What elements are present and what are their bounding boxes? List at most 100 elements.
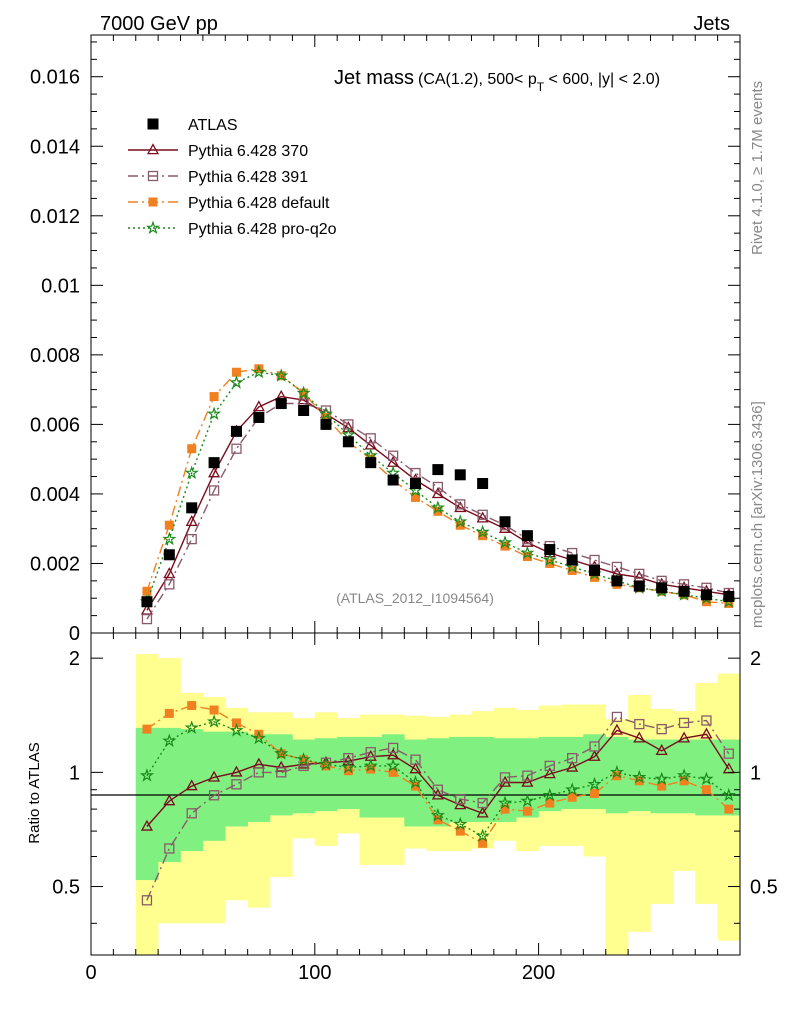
uncertainty-band-inner — [583, 734, 607, 810]
main-y-tick-label: 0.008 — [30, 345, 80, 367]
ratio-point — [433, 815, 443, 825]
main-point — [589, 564, 601, 576]
main-point — [365, 433, 376, 444]
mcplots-label: mcplots.cern.ch [arXiv:1306.3436] — [749, 401, 766, 628]
ratio-point — [497, 795, 513, 810]
main-point — [185, 514, 198, 526]
ratio-point — [654, 771, 669, 786]
main-point — [430, 500, 445, 514]
main-series-line — [146, 402, 729, 620]
main-point — [431, 487, 444, 499]
main-point — [633, 580, 645, 592]
main-point — [164, 520, 174, 530]
ratio-point — [699, 771, 714, 786]
main-point — [455, 520, 465, 530]
ratio-point — [209, 705, 219, 715]
ratio-y-tick-label-right: 2 — [750, 648, 761, 670]
ratio-point — [206, 714, 222, 728]
ratio-point — [231, 718, 241, 728]
ratio-point — [139, 768, 155, 782]
ratio-point — [341, 760, 356, 774]
legend-marker — [148, 197, 158, 207]
ratio-point — [678, 731, 691, 743]
ratio-point — [363, 758, 378, 772]
ratio-point — [141, 895, 153, 906]
legend-entry: Pythia 6.428 370 — [128, 143, 308, 160]
ratio-point — [522, 770, 533, 781]
ratio-point — [478, 838, 488, 848]
main-point — [186, 502, 198, 514]
uncertainty-band-inner — [225, 731, 248, 827]
main-point — [296, 385, 311, 400]
main-point — [497, 535, 513, 549]
ratio-point — [544, 760, 555, 772]
main-subtitle: (CA(1.2), 500< pT < 600, |y| < 2.0) — [418, 71, 660, 94]
ratio-point — [411, 781, 420, 791]
main-axes: 0 0.002 0.004 0.006 0.008 0.01 0.012 0.014 0.016 — [30, 35, 741, 645]
ratio-point — [184, 720, 199, 734]
ratio-point — [142, 724, 152, 734]
ratio-point — [388, 767, 398, 777]
main-point — [410, 478, 421, 489]
ratio-point — [187, 701, 197, 711]
x-tick-label: 200 — [522, 962, 555, 984]
main-plot-panel: Jet mass (CA(1.2), 500< pT < 600, |y| < … — [30, 34, 741, 645]
uncertainty-band-inner — [292, 739, 316, 814]
ratio-point — [590, 788, 600, 798]
ratio-plot-panel: 0 100 200 0.5 0.5 1 1 2 2 Ratio to ATLAS — [26, 632, 778, 984]
ratio-series-0 — [140, 723, 735, 831]
ratio-series-line — [146, 720, 730, 837]
legend-entry: Pythia 6.428 pro-q2o — [128, 220, 337, 238]
main-point — [299, 388, 309, 398]
main-point — [478, 531, 488, 541]
ratio-point — [208, 770, 221, 782]
ratio-point — [455, 793, 466, 805]
main-point — [252, 400, 265, 412]
analysis-label: (ATLAS_2012_I1094564) — [336, 590, 494, 606]
ratio-point — [588, 749, 601, 761]
main-point — [187, 444, 197, 454]
ratio-point — [276, 767, 287, 778]
legend-entry: Pythia 6.428 default — [128, 195, 330, 212]
main-point — [498, 521, 512, 533]
ratio-point — [251, 730, 266, 745]
ratio-point — [567, 792, 577, 802]
ratio-point — [701, 785, 711, 795]
ratio-ylabel: Ratio to ATLAS — [26, 742, 43, 843]
ratio-point — [208, 790, 220, 801]
main-point — [432, 481, 444, 493]
main-series-line — [146, 368, 729, 605]
main-point — [454, 469, 466, 481]
legend-label: Pythia 6.428 default — [188, 195, 330, 212]
ratio-point — [366, 764, 376, 774]
main-point — [656, 582, 668, 594]
ratio-series-2 — [142, 701, 734, 848]
legend-entry: Pythia 6.428 391 — [128, 169, 308, 186]
legend-marker — [146, 143, 160, 155]
main-point — [477, 478, 489, 489]
main-point — [142, 586, 152, 596]
main-series-line — [146, 371, 729, 603]
legend-label: Pythia 6.428 391 — [188, 169, 308, 186]
main-point — [453, 514, 468, 528]
main-point — [678, 585, 690, 597]
ratio-point — [723, 748, 734, 759]
main-point — [342, 421, 355, 433]
main-point — [589, 554, 600, 566]
main-subtitle-part2: < 600, |y| < 2.0) — [544, 71, 660, 88]
ratio-point — [164, 843, 175, 854]
main-point — [387, 474, 399, 486]
main-point — [455, 499, 466, 510]
main-point — [475, 524, 490, 539]
ratio-point — [721, 787, 736, 802]
header-jets-label: Jets — [693, 13, 730, 35]
main-point — [320, 418, 332, 430]
main-point — [410, 467, 421, 479]
ratio-point — [410, 754, 421, 765]
ratio-point — [343, 766, 353, 776]
main-point — [566, 554, 578, 566]
main-point — [321, 412, 331, 422]
main-point — [387, 450, 399, 461]
main-point — [208, 457, 220, 469]
